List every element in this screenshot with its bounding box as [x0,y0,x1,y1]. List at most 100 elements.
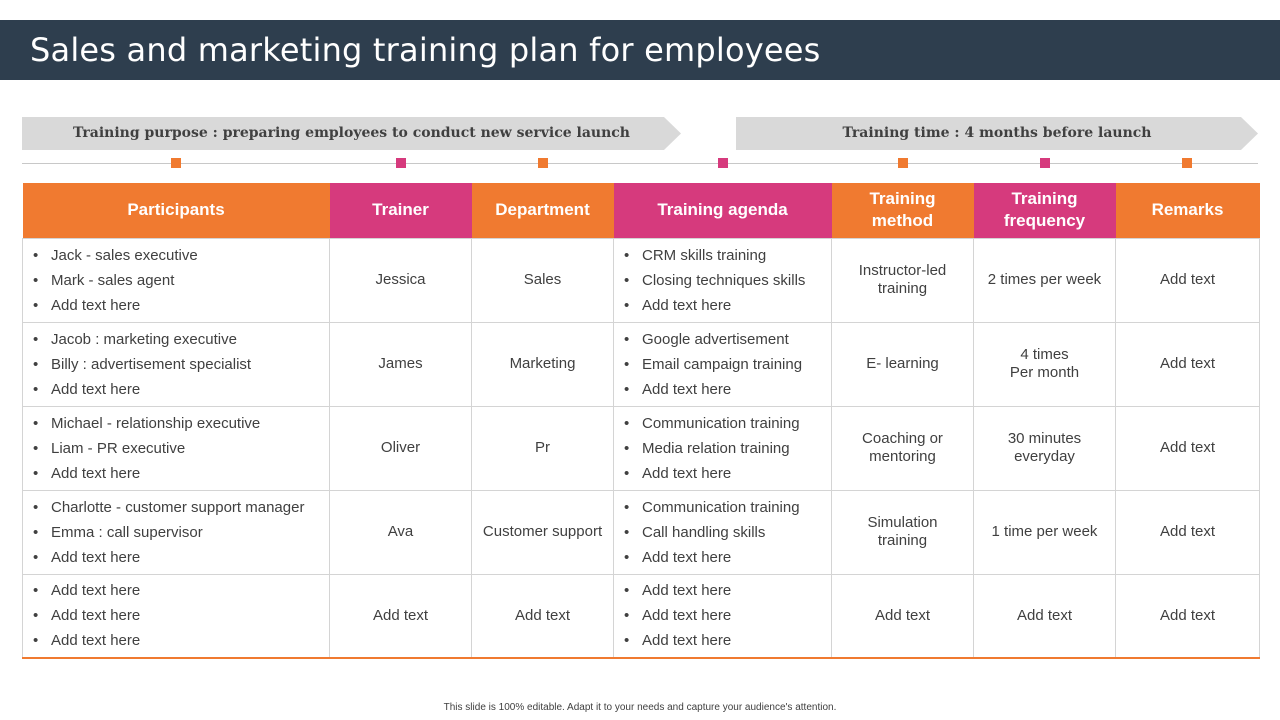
participant-item: Michael - relationship executive [31,411,321,436]
agenda-cell: Add text here Add text here Add text her… [613,573,832,659]
header-department: Department [471,183,614,238]
agenda-item: Add text here [622,461,823,486]
page-title: Sales and marketing training plan for em… [0,20,1280,80]
remarks-cell: Add text [1115,405,1260,491]
header-training-frequency: Training frequency [973,183,1116,238]
method-cell: Add text [831,573,974,659]
method-cell: Coaching or mentoring [831,405,974,491]
timeline-marker [1040,158,1050,168]
agenda-item: Add text here [622,293,823,318]
department-cell: Customer support [471,489,614,575]
agenda-item: Add text here [622,578,823,603]
remarks-cell: Add text [1115,489,1260,575]
agenda-item: Closing techniques skills [622,268,823,293]
participants-cell: Jacob : marketing executive Billy : adve… [22,321,330,407]
table-row: Add text here Add text here Add text her… [22,573,1260,659]
participant-item: Emma : call supervisor [31,520,321,545]
remarks-cell: Add text [1115,573,1260,659]
header-training-frequency-line2: frequency [1003,211,1086,231]
department-cell: Add text [471,573,614,659]
participant-item: Add text here [31,377,321,402]
footer-note: This slide is 100% editable. Adapt it to… [443,702,837,713]
agenda-cell: Google advertisement Email campaign trai… [613,321,832,407]
method-line1: Instructor-led [858,262,947,279]
trainer-cell: Oliver [329,405,472,491]
frequency-cell: 1 time per week [973,489,1116,575]
training-plan-table: Participants Trainer Department Training… [22,183,1260,659]
agenda-item: Add text here [622,545,823,570]
remarks-cell: Add text [1115,321,1260,407]
participant-item: Add text here [31,603,321,628]
header-training-method: Training method [831,183,974,238]
timeline-marker [1182,158,1192,168]
department-cell: Sales [471,237,614,323]
participant-item: Mark - sales agent [31,268,321,293]
frequency-line2: Per month [1009,364,1080,381]
header-trainer: Trainer [329,183,472,238]
participant-item: Add text here [31,293,321,318]
timeline-marker [898,158,908,168]
method-line1: Simulation [867,514,938,531]
header-training-method-line1: Training [869,189,936,209]
participant-item: Jacob : marketing executive [31,327,321,352]
participant-item: Charlotte - customer support manager [31,495,321,520]
timeline-marker [718,158,728,168]
agenda-item: Media relation training [622,436,823,461]
department-cell: Marketing [471,321,614,407]
method-cell: E- learning [831,321,974,407]
table-header-row: Participants Trainer Department Training… [22,183,1260,238]
agenda-item: CRM skills training [622,243,823,268]
header-remarks: Remarks [1115,183,1260,238]
training-purpose-arrow: Training purpose : preparing employees t… [22,117,681,150]
header-participants: Participants [22,183,330,238]
frequency-cell: Add text [973,573,1116,659]
participants-cell: Add text here Add text here Add text her… [22,573,330,659]
method-line2: training [877,280,928,297]
participant-item: Add text here [31,461,321,486]
participants-cell: Jack - sales executive Mark - sales agen… [22,237,330,323]
agenda-item: Communication training [622,495,823,520]
frequency-cell: 4 times Per month [973,321,1116,407]
header-training-frequency-line1: Training [1011,189,1078,209]
agenda-item: Call handling skills [622,520,823,545]
agenda-item: Add text here [622,628,823,653]
table-row: Charlotte - customer support manager Emm… [22,489,1260,575]
training-time-arrow: Training time : 4 months before launch [736,117,1258,150]
frequency-cell: 30 minutes everyday [973,405,1116,491]
participant-item: Jack - sales executive [31,243,321,268]
trainer-cell: Add text [329,573,472,659]
method-line2: mentoring [869,448,936,465]
header-training-agenda: Training agenda [613,183,832,238]
frequency-line1: 4 times [1020,346,1069,363]
participant-item: Add text here [31,545,321,570]
participants-cell: Charlotte - customer support manager Emm… [22,489,330,575]
table-row: Jack - sales executive Mark - sales agen… [22,237,1260,323]
frequency-line1: Add text [1016,606,1073,624]
frequency-line1: 2 times per week [987,271,1102,288]
participant-item: Add text here [31,628,321,653]
agenda-cell: CRM skills training Closing techniques s… [613,237,832,323]
header-training-method-line2: method [871,211,934,231]
trainer-cell: Jessica [329,237,472,323]
agenda-item: Email campaign training [622,352,823,377]
participant-item: Add text here [31,578,321,603]
agenda-cell: Communication training Media relation tr… [613,405,832,491]
method-line1: Add text [874,606,931,624]
department-cell: Pr [471,405,614,491]
frequency-cell: 2 times per week [973,237,1116,323]
participant-item: Billy : advertisement specialist [31,352,321,377]
method-line1: Coaching or [862,430,943,447]
agenda-item: Add text here [622,603,823,628]
trainer-cell: Ava [329,489,472,575]
agenda-item: Google advertisement [622,327,823,352]
participant-item: Liam - PR executive [31,436,321,461]
remarks-cell: Add text [1115,237,1260,323]
trainer-cell: James [329,321,472,407]
timeline-divider [22,163,1258,164]
timeline-marker [396,158,406,168]
table-row: Michael - relationship executive Liam - … [22,405,1260,491]
timeline-marker [538,158,548,168]
method-line1: E- learning [866,355,939,372]
method-line2: training [877,532,928,549]
frequency-line1: 1 time per week [991,523,1098,540]
